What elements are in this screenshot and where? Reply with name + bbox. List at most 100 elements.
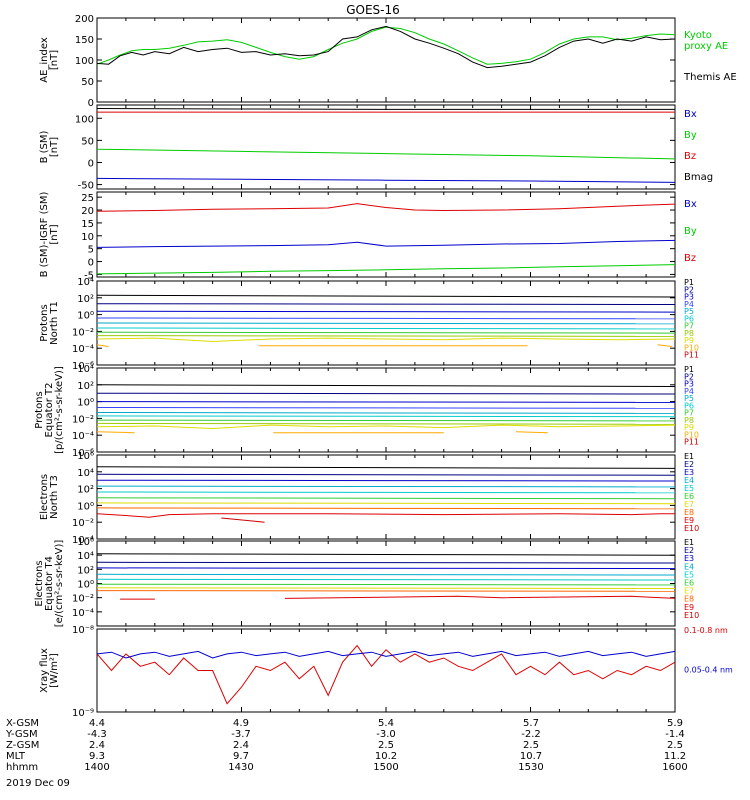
series-line-P10 [96, 344, 673, 347]
legend-label: E3 [684, 468, 694, 477]
y-axis-label-line: B (SM)-IGRF (SM) [39, 192, 50, 278]
series-line-E2 [96, 473, 676, 476]
y-tick-label: 10⁰ [77, 501, 94, 512]
footer-value: 4.9 [233, 718, 249, 729]
series-line-E4 [96, 573, 676, 576]
y-tick-label: 10⁻⁴ [72, 608, 94, 619]
legend-label: proxy AE [684, 41, 728, 52]
footer-value: 2.4 [233, 740, 249, 751]
panel-5: 10⁻⁶ 10⁻⁴ 10⁻² 10⁰ 10² 10⁴ Protons Equator T2 [p… [34, 364, 699, 459]
series-line-By [96, 148, 676, 160]
y-axis-label-line: [nT] [49, 137, 60, 157]
series-line-E5 [96, 491, 676, 494]
legend-label: 0.1-0.8 nm [684, 626, 728, 635]
y-axis-label: Protons Equator T2 [p/(cm²-s-sr-keV)] [34, 366, 65, 454]
footer-row-label: X-GSM [6, 718, 39, 729]
legend-label: E6 [684, 579, 694, 588]
legend-label: P7 [684, 322, 694, 331]
panel-8: 10⁻⁹ 10⁻⁸ Xray flux [W/m²] 0.1-0.8 nm 0.05-0.… [39, 625, 733, 719]
series-line-Bx [96, 177, 676, 183]
legend-label: P5 [684, 307, 694, 316]
y-tick-label: 10⁶ [77, 451, 94, 462]
y-tick-label: 150 [75, 35, 94, 46]
y-tick-label: 10⁰ [77, 311, 94, 322]
y-axis-label: Electrons North T3 [39, 474, 60, 520]
series-line-P4 [96, 407, 676, 409]
legend-label: Bx [684, 199, 697, 210]
series-line-P10 [96, 431, 548, 434]
y-tick-label: 10 [81, 232, 94, 243]
legend-label: P10 [684, 343, 699, 352]
legend-label: P11 [684, 438, 699, 447]
y-tick-label: 10⁻² [72, 327, 94, 338]
series-line-E4 [96, 485, 676, 488]
footer-value: 2.5 [378, 740, 394, 751]
series-line-E6 [96, 497, 676, 500]
series-line-0.05-0.4-nm [96, 650, 676, 659]
footer-value: -3.0 [376, 729, 396, 740]
y-tick-label: 10⁴ [77, 364, 94, 375]
legend-label: E9 [684, 603, 694, 612]
y-tick-label: 10⁻⁸ [72, 625, 94, 636]
legend-label: E4 [684, 562, 694, 571]
legend-label: P2 [684, 372, 694, 381]
y-tick-label: -5 [84, 270, 94, 281]
series-line-E1 [96, 466, 676, 469]
footer-value: 1430 [228, 762, 253, 773]
footer-row-label: Z-GSM [6, 740, 39, 751]
y-tick-label: 100 [75, 56, 94, 67]
footer-row-label: MLT [6, 751, 26, 762]
footer-value: 10.2 [375, 751, 397, 762]
legend-label: Kyoto [684, 30, 712, 41]
footer-value: 9.3 [89, 751, 105, 762]
y-axis-label-line: Protons [39, 304, 50, 341]
panel-frame [96, 191, 676, 278]
footer-value: 1400 [84, 762, 109, 773]
y-tick-label: 10⁻² [72, 518, 94, 529]
y-tick-label: 0 [88, 158, 94, 169]
series-line-P7 [96, 419, 676, 422]
series-line-Bx [96, 239, 676, 248]
y-tick-label: 10⁻⁶ [72, 361, 94, 372]
legend-label: Bz [684, 151, 696, 162]
legend-label: E2 [684, 546, 694, 555]
y-tick-label: 10⁰ [77, 398, 94, 409]
y-tick-label: 50 [81, 77, 94, 88]
series-line-E2 [96, 561, 676, 564]
footer-value: 9.7 [233, 751, 249, 762]
panel-2: -50 0 50 100 B (SM) [nT] Bx By Bz Bmag [39, 104, 713, 192]
series-line-Kyoto-proxy-AE [96, 26, 676, 65]
legend-label: P9 [684, 336, 694, 345]
y-tick-label: 10⁶ [77, 537, 94, 548]
y-tick-label: 10⁻² [72, 594, 94, 605]
footer-value: 5.4 [378, 718, 394, 729]
legend-label: E10 [684, 611, 699, 620]
series-line-P6 [96, 415, 676, 418]
legend-label: 0.05-0.4 nm [684, 666, 733, 675]
legend-label: E1 [684, 538, 694, 547]
y-tick-label: 50 [81, 136, 94, 147]
series-line-P2 [96, 303, 676, 305]
legend-label: P10 [684, 430, 699, 439]
series-line-P8 [96, 422, 676, 425]
legend-label: P2 [684, 285, 694, 294]
panel-3: -50 5 10 15 20 25 B (SM)-IGRF (SM) [nT] Bx By Bz [39, 191, 697, 281]
y-tick-label: 10⁻⁶ [72, 448, 94, 459]
series-line-Bmag [96, 108, 675, 110]
legend-label: P6 [684, 401, 694, 410]
y-tick-label: 100 [75, 114, 94, 125]
legend-label: E1 [684, 452, 694, 461]
footer-value: 11.2 [664, 751, 686, 762]
footer-row-label: hhmm [6, 762, 38, 773]
legend-label: E2 [684, 460, 694, 469]
y-axis-label-line: Equator T2 [44, 383, 55, 438]
y-tick-label: 10⁰ [77, 580, 94, 591]
panel-frame [96, 17, 676, 103]
legend-label: E9 [684, 516, 694, 525]
y-axis-label-line: Equator T4 [44, 556, 55, 611]
legend-label: P9 [684, 423, 694, 432]
legend-label: E8 [684, 595, 694, 604]
y-axis-label-line: AE_index [39, 37, 50, 83]
legend-label: P1 [684, 278, 694, 287]
